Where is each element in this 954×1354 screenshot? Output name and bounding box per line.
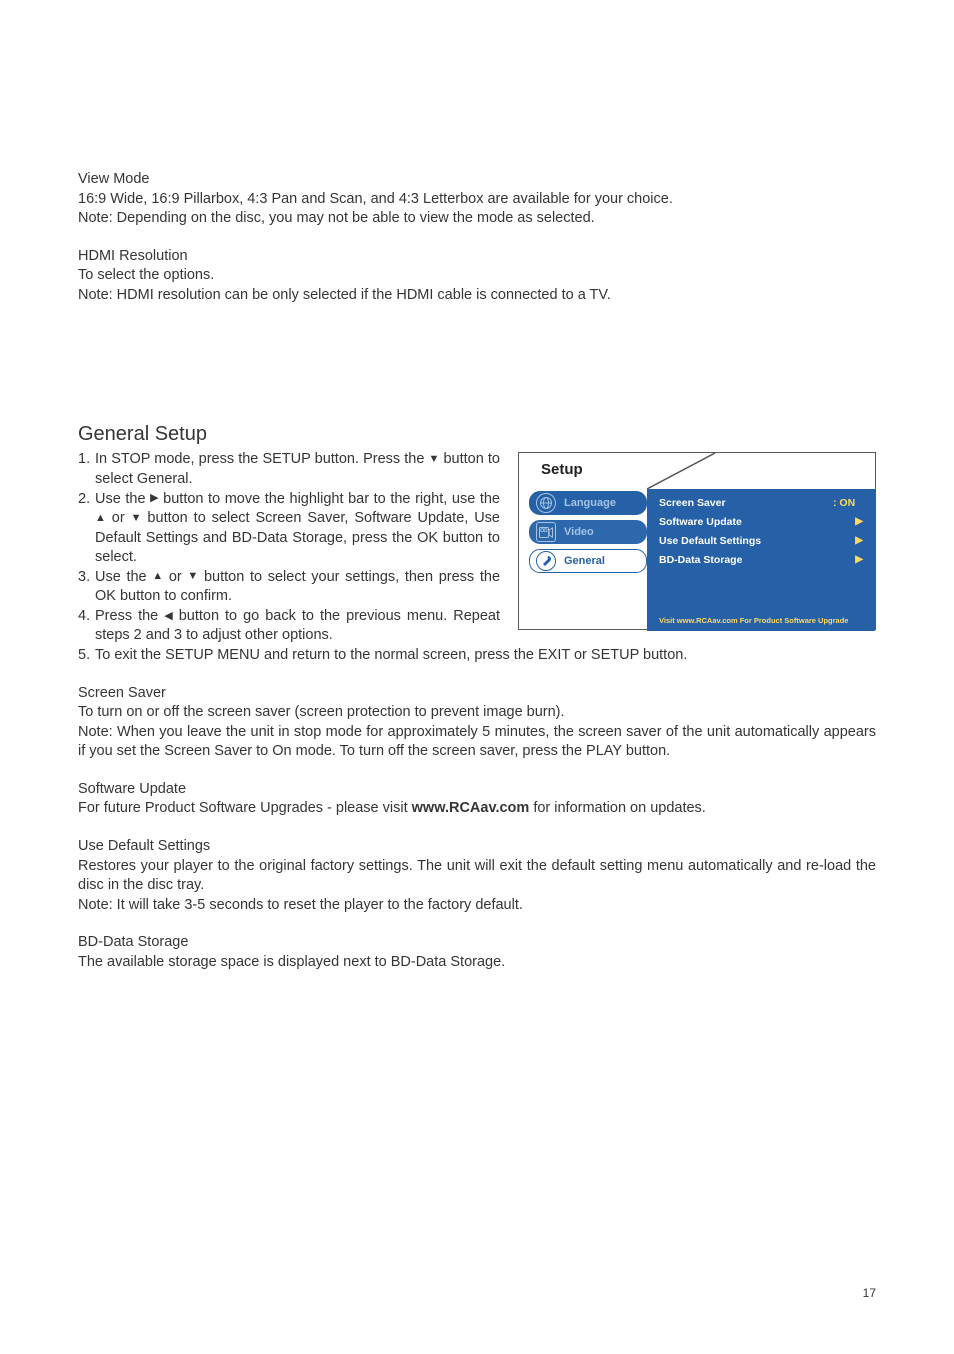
use-default-heading: Use Default Settings: [78, 837, 876, 857]
use-default-line1: Restores your player to the original fac…: [78, 857, 876, 896]
bd-data-line1: The available storage space is displayed…: [78, 953, 876, 973]
software-update-link: www.RCAav.com: [412, 800, 530, 816]
tab-general-label: General: [564, 555, 605, 567]
view-mode-heading: View Mode: [78, 170, 876, 190]
view-mode-line1: 16:9 Wide, 16:9 Pillarbox, 4:3 Pan and S…: [78, 190, 876, 210]
up-triangle-icon: ▲: [152, 571, 163, 582]
right-arrow-icon: ▶: [855, 535, 863, 547]
video-icon: [536, 522, 556, 542]
tab-video[interactable]: Video: [529, 520, 647, 544]
right-arrow-icon: ▶: [855, 554, 863, 566]
step-1: 1. In STOP mode, press the SETUP button.…: [78, 450, 500, 489]
right-triangle-icon: ▶: [150, 493, 158, 504]
down-triangle-icon: ▼: [187, 571, 198, 582]
row-screen-saver-label: Screen Saver: [659, 497, 726, 509]
step-3: 3. Use the ▲ or ▼ button to select your …: [78, 568, 500, 607]
tab-language[interactable]: Language: [529, 491, 647, 515]
row-use-default-label: Use Default Settings: [659, 535, 761, 547]
screen-saver-heading: Screen Saver: [78, 684, 876, 704]
screen-saver-line2: Note: When you leave the unit in stop mo…: [78, 723, 876, 762]
hdmi-line2: Note: HDMI resolution can be only select…: [78, 286, 876, 306]
step-5: 5. To exit the SETUP MENU and return to …: [78, 646, 876, 666]
row-screen-saver[interactable]: Screen Saver : ON: [659, 497, 863, 509]
tab-general[interactable]: General: [529, 549, 647, 573]
step-2: 2. Use the ▶ button to move the highligh…: [78, 490, 500, 568]
tab-video-label: Video: [564, 526, 594, 538]
hdmi-block: HDMI Resolution To select the options. N…: [78, 247, 876, 306]
right-arrow-icon: ▶: [855, 516, 863, 528]
setup-footer-text: Visit www.RCAav.com For Product Software…: [659, 606, 863, 625]
bd-data-heading: BD-Data Storage: [78, 933, 876, 953]
row-screen-saver-value: : ON: [833, 497, 863, 509]
software-update-line: For future Product Software Upgrades - p…: [78, 799, 876, 819]
row-bd-data[interactable]: BD-Data Storage ▶: [659, 554, 863, 566]
tab-language-label: Language: [564, 497, 616, 509]
page-number: 17: [863, 1286, 876, 1300]
tab-diagonal-icon: [647, 453, 715, 489]
view-mode-block: View Mode 16:9 Wide, 16:9 Pillarbox, 4:3…: [78, 170, 876, 229]
wrench-icon: [536, 551, 556, 571]
view-mode-line2: Note: Depending on the disc, you may not…: [78, 209, 876, 229]
row-software-update-label: Software Update: [659, 516, 742, 528]
row-use-default[interactable]: Use Default Settings ▶: [659, 535, 863, 547]
globe-icon: [536, 493, 556, 513]
down-triangle-icon: ▼: [131, 513, 142, 524]
left-triangle-icon: ◀: [164, 611, 172, 622]
hdmi-heading: HDMI Resolution: [78, 247, 876, 267]
step-4: 4. Press the ◀ button to go back to the …: [78, 607, 500, 646]
row-bd-data-label: BD-Data Storage: [659, 554, 742, 566]
setup-panel: Setup Language: [518, 452, 876, 630]
row-software-update[interactable]: Software Update ▶: [659, 516, 863, 528]
use-default-line2: Note: It will take 3-5 seconds to reset …: [78, 896, 876, 916]
screen-saver-line1: To turn on or off the screen saver (scre…: [78, 703, 876, 723]
general-setup-title: General Setup: [78, 423, 876, 446]
up-triangle-icon: ▲: [95, 513, 106, 524]
setup-header-label: Setup: [541, 453, 583, 478]
software-update-heading: Software Update: [78, 780, 876, 800]
setup-right-panel: Screen Saver : ON Software Update ▶ Use …: [647, 489, 875, 631]
hdmi-line1: To select the options.: [78, 266, 876, 286]
down-triangle-icon: ▼: [429, 454, 440, 465]
